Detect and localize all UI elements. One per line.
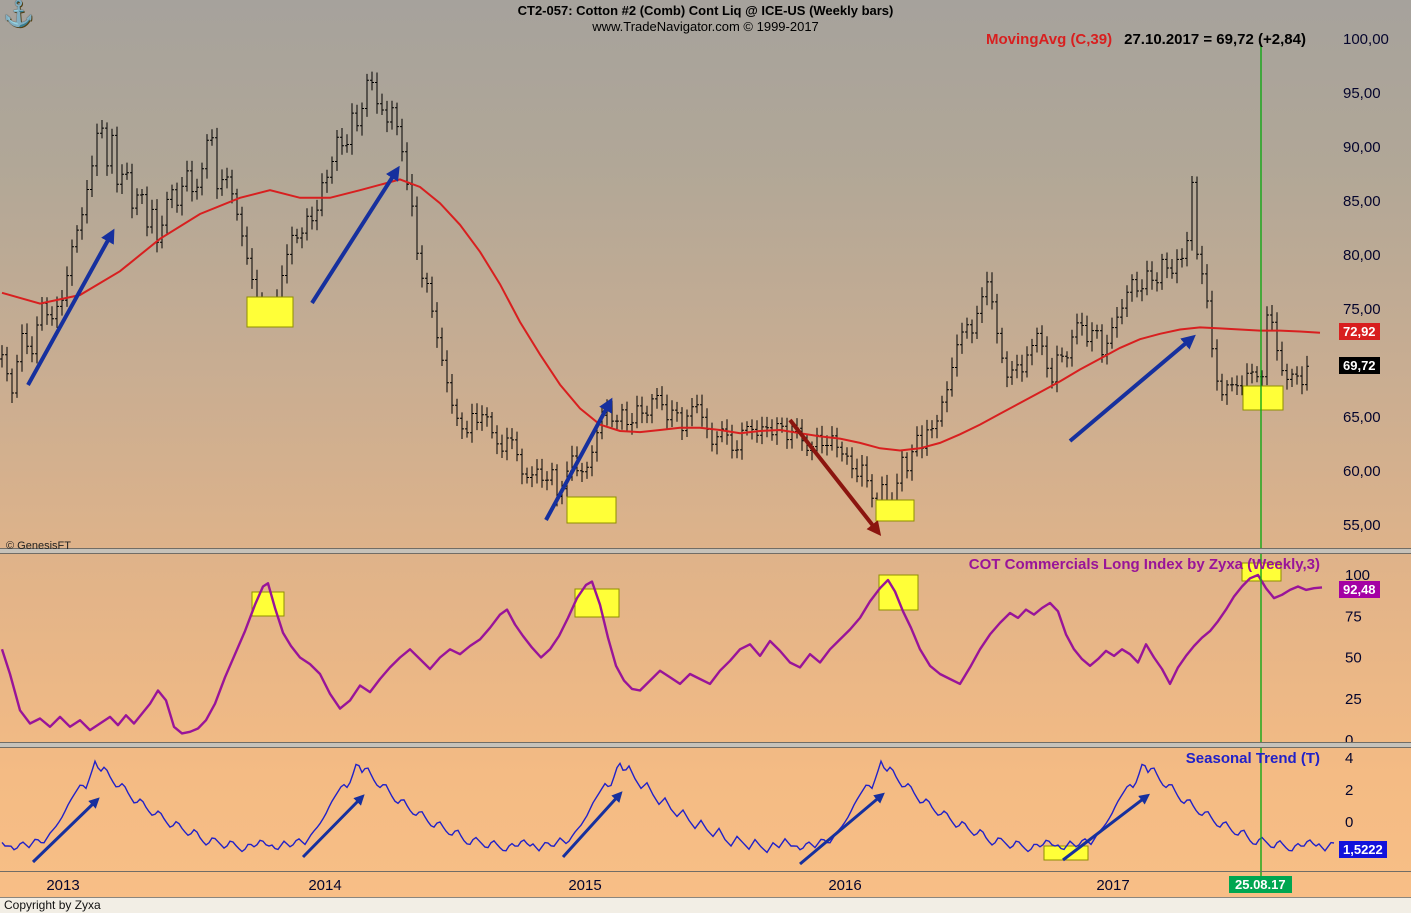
seasonal-line bbox=[1, 759, 1335, 854]
axis-tick-label: 2013 bbox=[46, 877, 79, 894]
up-trend-arrow bbox=[301, 794, 365, 859]
axis-tick-label: 0 bbox=[1345, 732, 1353, 749]
copyright-text: Copyright by Zyxa bbox=[4, 898, 101, 912]
seasonal-path bbox=[1, 759, 1335, 854]
ma-value-box: 72,92 bbox=[1339, 323, 1380, 340]
axis-tick-label: 2016 bbox=[828, 877, 861, 894]
genesis-watermark: © GenesisFT bbox=[6, 540, 71, 552]
axis-tick-label: 2 bbox=[1345, 782, 1353, 799]
axis-tick-label: 60,00 bbox=[1343, 463, 1381, 480]
movingavg-path bbox=[1, 178, 1321, 452]
up-trend-arrow bbox=[31, 797, 100, 864]
up-trend-arrow bbox=[310, 165, 400, 305]
axis-tick-label: 85,00 bbox=[1343, 193, 1381, 210]
axis-tick-label: 75 bbox=[1345, 608, 1362, 625]
highlight-box bbox=[875, 499, 915, 522]
axis-tick-label: 2017 bbox=[1096, 877, 1129, 894]
panel-divider[interactable] bbox=[0, 742, 1411, 748]
indicator-legend: MovingAvg (C,39) 27.10.2017 = 69,72 (+2,… bbox=[986, 31, 1306, 48]
axis-tick-label: 100 bbox=[1345, 567, 1370, 584]
highlight-box bbox=[1242, 385, 1284, 411]
ohlc-bars-path bbox=[0, 71, 1309, 515]
axis-tick-label: 55,00 bbox=[1343, 517, 1381, 534]
axis-tick-label: 25 bbox=[1345, 691, 1362, 708]
x-axis-line bbox=[0, 871, 1411, 872]
chart-title: CT2-057: Cotton #2 (Comb) Cont Liq @ ICE… bbox=[517, 3, 894, 18]
axis-labels: 100,0095,0090,0085,0080,0075,0070,0065,0… bbox=[46, 31, 1389, 894]
axis-tick-label: 65,00 bbox=[1343, 409, 1381, 426]
axis-tick-label: 75,00 bbox=[1343, 301, 1381, 318]
highlight-box bbox=[566, 496, 617, 524]
movingavg-value: 27.10.2017 = 69,72 (+2,84) bbox=[1124, 31, 1306, 48]
highlight-box bbox=[246, 296, 294, 328]
panel-divider[interactable] bbox=[0, 548, 1411, 554]
axis-tick-label: 50 bbox=[1345, 650, 1362, 667]
axis-tick-label: 100,00 bbox=[1343, 31, 1389, 48]
cot-index-path bbox=[0, 573, 1323, 735]
up-trend-arrow bbox=[544, 397, 613, 521]
app-logo-anchor-icon: ⚓ bbox=[3, 0, 35, 28]
cot-line bbox=[0, 573, 1323, 735]
status-bar: Copyright by Zyxa bbox=[0, 897, 1411, 913]
up-trend-arrow bbox=[561, 791, 623, 859]
axis-tick-label: 2014 bbox=[308, 877, 341, 894]
moving-average-line bbox=[1, 178, 1321, 452]
highlight-box bbox=[251, 591, 285, 617]
date-marker-box: 25.08.17 bbox=[1229, 876, 1292, 893]
cot-value-box: 92,48 bbox=[1339, 581, 1380, 598]
price-bars bbox=[0, 71, 1309, 515]
up-trend-arrow bbox=[26, 228, 115, 386]
close-value-box: 69,72 bbox=[1339, 357, 1380, 374]
axis-tick-label: 2015 bbox=[568, 877, 601, 894]
down-trend-arrow bbox=[788, 418, 882, 536]
up-trend-arrow bbox=[799, 792, 885, 866]
axis-tick-label: 95,00 bbox=[1343, 85, 1381, 102]
highlight-boxes-cot bbox=[251, 562, 1282, 618]
axis-tick-label: 0 bbox=[1345, 814, 1353, 831]
axis-tick-label: 90,00 bbox=[1343, 139, 1381, 156]
up-trend-arrow bbox=[1068, 334, 1196, 443]
movingavg-label: MovingAvg (C,39) bbox=[986, 31, 1113, 48]
axis-tick-label: 4 bbox=[1345, 750, 1353, 767]
highlight-boxes-price bbox=[246, 296, 1284, 524]
chart-subtitle: www.TradeNavigator.com © 1999-2017 bbox=[592, 19, 819, 34]
axis-tick-label: 80,00 bbox=[1343, 247, 1381, 264]
trend-arrows bbox=[26, 165, 1196, 866]
up-trend-arrow bbox=[1062, 793, 1151, 862]
highlight-box bbox=[878, 574, 919, 611]
seasonal-panel-title: Seasonal Trend (T) bbox=[1185, 750, 1320, 767]
seasonal-value-box: 1,5222 bbox=[1339, 841, 1387, 858]
cot-panel-title: COT Commercials Long Index by Zyxa (Week… bbox=[968, 556, 1320, 573]
